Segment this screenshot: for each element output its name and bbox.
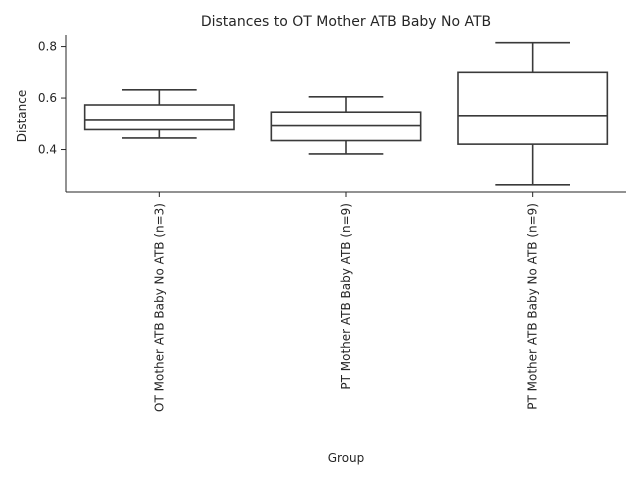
y-tick-label: 0.6	[38, 91, 57, 105]
x-tick-label: PT Mother ATB Baby No ATB (n=9)	[526, 203, 540, 410]
box-iqr	[457, 71, 609, 145]
y-tick-label: 0.4	[38, 143, 57, 157]
box-iqr	[83, 104, 235, 131]
chart-title: Distances to OT Mother ATB Baby No ATB	[201, 14, 491, 30]
x-axis-label: Group	[328, 451, 365, 465]
plot-area	[83, 41, 609, 186]
box-group-1	[83, 89, 235, 139]
y-tick-label: 0.8	[38, 40, 57, 54]
box-group-2	[270, 95, 422, 155]
x-tick-label: OT Mother ATB Baby No ATB (n=3)	[152, 203, 166, 412]
x-tick-label: PT Mother ATB Baby ATB (n=9)	[339, 203, 353, 390]
box-group-3	[457, 41, 609, 186]
y-axis-label: Distance	[15, 90, 29, 142]
